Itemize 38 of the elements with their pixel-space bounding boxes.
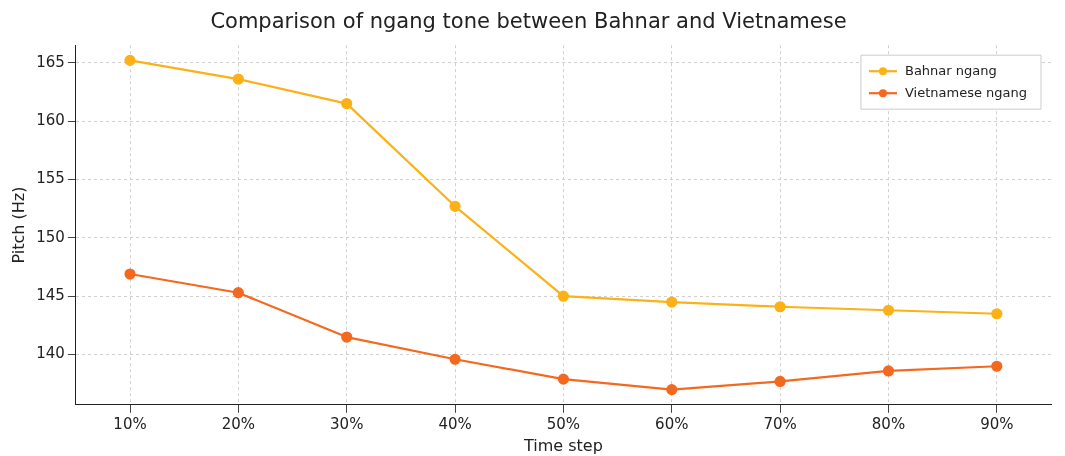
x-tick-label: 30% [330,414,364,433]
point [232,287,244,299]
point [341,97,353,110]
point [341,331,353,343]
point [449,200,461,212]
point [124,54,136,66]
y-tick-label: 140 [36,344,65,363]
x-tick-label: 70% [763,414,797,433]
point [124,268,136,280]
point [666,384,678,396]
point [666,296,678,308]
point [991,308,1003,320]
y-tick-label: 150 [36,227,65,246]
legend-label: Vietnamese ngang [904,84,1028,100]
x-tick-label: 20% [221,414,256,433]
point [774,375,786,388]
point [774,301,786,313]
x-tick-label: 80% [871,414,906,433]
chart-title: Comparison of ngang tone between Bahnar and Vietnamese [210,9,847,34]
x-tick-label: 10% [113,414,147,433]
point [882,304,895,316]
x-tick-label: 40% [438,414,472,433]
point [232,73,244,85]
y-tick-label: 160 [36,110,65,129]
y-tick-label: 165 [36,52,65,71]
x-tick-label: 50% [546,414,581,433]
point [991,360,1003,372]
x-axis-title: Time step [522,435,603,455]
x-tick-label: 60% [655,414,689,433]
y-tick-label: 155 [36,169,65,188]
legend-label: Bahnar ngang [904,62,997,78]
y-axis-title: Pitch (Hz) [8,186,28,264]
point [557,290,570,302]
point [882,365,895,377]
y-tick-label: 145 [36,286,65,305]
point [557,373,570,385]
point [449,353,461,365]
x-tick-label: 90% [980,414,1014,433]
